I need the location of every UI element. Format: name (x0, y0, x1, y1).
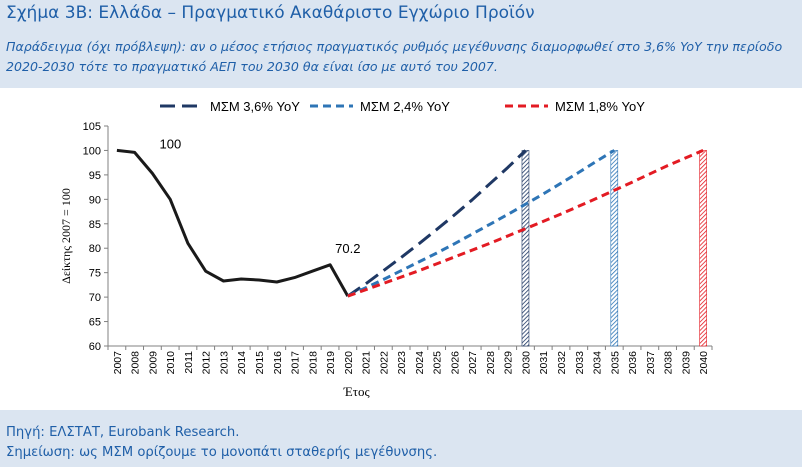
x-tick-label: 2008 (130, 351, 142, 375)
data-annotation: 100 (160, 136, 182, 151)
x-tick-label: 2015 (254, 351, 266, 375)
x-tick-label: 2018 (307, 351, 319, 375)
x-tick-label: 2012 (201, 351, 213, 375)
page-title: Σχήμα 3B: Ελλάδα – Πραγματικό Ακαθάριστο… (6, 3, 535, 23)
x-tick-label: 2027 (467, 351, 479, 375)
y-tick-label: 80 (89, 243, 101, 255)
target-year-marker (521, 150, 530, 347)
x-tick-label: 2011 (183, 351, 195, 374)
page-subtitle: Παράδειγμα (όχι πρόβλεψη): αν ο μέσος ετ… (6, 39, 783, 74)
x-tick-label: 2023 (396, 351, 408, 375)
x-tick-label: 2016 (272, 351, 284, 375)
x-tick-label: 2032 (556, 351, 568, 375)
y-tick-label: 65 (89, 317, 101, 329)
y-tick-label: 75 (89, 268, 101, 280)
y-tick-label: 85 (89, 219, 101, 231)
y-axis-title: Δείκτης 2007 = 100 (59, 188, 73, 284)
footnote: Σημείωση: ως ΜΣΜ ορίζουμε το μονοπάτι στ… (6, 445, 438, 460)
series-line-2 (347, 149, 616, 298)
y-tick-label: 105 (83, 121, 101, 133)
x-axis-title: Έτος (343, 384, 371, 399)
x-tick-label: 2010 (165, 351, 177, 375)
x-tick-label: 2013 (218, 351, 230, 375)
y-tick-label: 100 (83, 145, 101, 157)
x-tick-label: 2034 (592, 351, 604, 375)
x-tick-label: 2009 (147, 351, 159, 375)
source-note: Πηγή: ΕΛΣΤΑΤ, Eurobank Research. (6, 425, 240, 440)
series-line-0 (116, 148, 350, 297)
x-tick-label: 2031 (538, 351, 550, 375)
x-tick-label: 2040 (698, 351, 710, 375)
series-line-1 (346, 149, 527, 298)
legend-label-3: ΜΣΜ 1,8% YoY (555, 99, 645, 114)
x-tick-label: 2026 (449, 351, 461, 375)
x-tick-label: 2020 (343, 351, 355, 375)
gdp-chart: 60 65 70 75 80 85 90 95 100 105 2007 2008 2009 2010 20… (0, 88, 802, 410)
x-tick-label: 2029 (503, 351, 515, 375)
data-annotation: 70.2 (335, 241, 360, 256)
chart-background (0, 88, 802, 410)
y-tick-label: 70 (89, 292, 101, 304)
x-tick-label: 2036 (627, 351, 639, 375)
target-year-marker (699, 150, 707, 347)
x-tick-label: 2033 (574, 351, 586, 375)
x-tick-label: 2030 (520, 351, 532, 375)
y-tick-label: 60 (89, 341, 101, 353)
y-tick-label: 95 (89, 170, 101, 182)
x-tick-label: 2014 (236, 351, 248, 375)
x-tick-label: 2017 (290, 351, 302, 375)
x-tick-label: 2037 (645, 351, 657, 375)
legend-label-2: ΜΣΜ 2,4% YoY (360, 99, 450, 114)
x-tick-label: 2007 (112, 351, 124, 375)
x-tick-label: 2028 (485, 351, 497, 375)
x-tick-label: 2035 (609, 351, 621, 375)
x-tick-label: 2024 (414, 351, 426, 375)
x-tick-label: 2021 (361, 351, 373, 375)
x-tick-label: 2025 (432, 351, 444, 375)
x-tick-label: 2019 (325, 351, 337, 375)
x-tick-label: 2038 (663, 351, 675, 375)
y-tick-label: 90 (89, 194, 101, 206)
target-year-marker (610, 150, 619, 347)
x-tick-label: 2022 (378, 351, 390, 375)
series-line-3 (347, 149, 704, 298)
legend-label-1: ΜΣΜ 3,6% YoY (210, 99, 300, 114)
x-tick-label: 2039 (680, 351, 692, 375)
